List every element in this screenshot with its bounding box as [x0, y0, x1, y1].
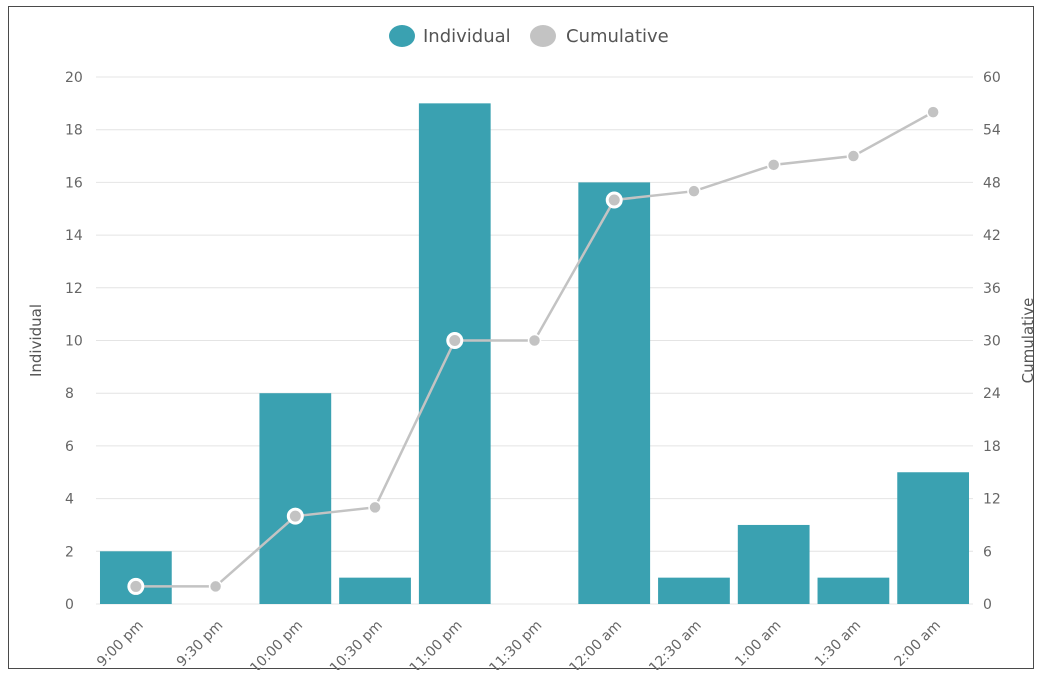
- line-point: [846, 149, 861, 163]
- y-left-tick-label: 12: [65, 281, 83, 297]
- line-point: [766, 158, 781, 172]
- x-tick-label: 1:00 am: [732, 618, 784, 670]
- x-tick-label: 11:30 pm: [486, 618, 545, 670]
- line-series-cumulative: [135, 111, 934, 588]
- line-point: [527, 333, 542, 348]
- y-left-tick-label: 2: [65, 544, 74, 560]
- y-right-tick-label: 24: [983, 386, 1001, 402]
- y-left-tick-label: 6: [65, 439, 74, 455]
- line-point: [687, 184, 701, 198]
- y-right-tick-label: 18: [983, 439, 1001, 455]
- x-tick-label: 2:00 am: [892, 618, 944, 670]
- y-left-axis-title: Individual: [27, 304, 45, 377]
- bar: [339, 577, 411, 604]
- legend: Individual Cumulative: [389, 25, 669, 47]
- x-tick-label: 12:00 am: [566, 618, 625, 670]
- legend-marker-individual: [389, 25, 415, 47]
- x-tick-label: 9:30 pm: [174, 618, 227, 670]
- x-tick-label: 9:00 pm: [94, 618, 147, 670]
- x-tick-label: 10:30 pm: [327, 618, 386, 670]
- line-points: [127, 105, 940, 595]
- x-axis: 9:00 pm 9:30 pm 10:00 pm 10:30 pm 11:00 pm 11…: [94, 618, 944, 670]
- y-left-tick-label: 18: [65, 123, 83, 139]
- bar: [817, 577, 890, 604]
- y-right-tick-label: 36: [983, 281, 1001, 297]
- y-left-tick-label: 8: [65, 386, 74, 402]
- x-tick-label: 12:30 am: [646, 618, 705, 670]
- y-left-tick-label: 16: [65, 175, 83, 191]
- legend-label-individual: Individual: [423, 26, 511, 47]
- bar: [418, 103, 491, 604]
- y-right-tick-label: 12: [983, 492, 1001, 508]
- bar: [658, 577, 730, 604]
- legend-label-cumulative: Cumulative: [566, 26, 669, 47]
- y-right-tick-label: 0: [983, 597, 992, 613]
- line-point: [286, 507, 304, 525]
- line-point: [127, 577, 145, 595]
- x-tick-label: 1:30 am: [812, 618, 864, 670]
- line-point: [446, 332, 464, 349]
- y-left-tick-label: 20: [65, 70, 83, 86]
- y-right-tick-label: 42: [983, 228, 1001, 244]
- y-left-tick-label: 14: [65, 228, 83, 244]
- y-left-tick-label: 10: [65, 334, 83, 350]
- y-axis-right: 0 6 12 18 24 30 36 42 48 54 60: [983, 70, 1001, 613]
- bar-series-individual: [99, 103, 970, 604]
- bar: [737, 524, 810, 604]
- line-point: [368, 500, 382, 515]
- y-left-tick-label: 0: [65, 597, 74, 613]
- line-point: [605, 191, 623, 209]
- y-right-axis-title: Cumulative: [1019, 298, 1035, 384]
- y-left-tick-label: 4: [65, 492, 74, 508]
- y-axis-left: 0 2 4 6 8 10 12 14 16 18 20: [65, 70, 83, 613]
- combo-chart: 0246810121416182006121824303642485460Ind…: [27, 25, 1035, 670]
- bar: [99, 551, 172, 604]
- bar: [897, 472, 970, 604]
- x-tick-label: 10:00 pm: [247, 618, 306, 670]
- bar: [578, 182, 651, 604]
- bar: [259, 393, 332, 604]
- line-point: [208, 579, 223, 594]
- y-right-tick-label: 6: [983, 544, 992, 560]
- y-right-tick-label: 48: [983, 175, 1001, 191]
- chart-frame: 0 2 4 6 8 10 12 14 16 18 20 0 6 12 18 24 30 36 42 48 54 60 Ind…: [8, 6, 1035, 670]
- x-tick-label: 11:00 pm: [407, 618, 466, 670]
- y-right-tick-label: 30: [983, 334, 1001, 350]
- legend-marker-cumulative: [530, 25, 556, 47]
- y-right-tick-label: 60: [983, 70, 1001, 86]
- line-point: [926, 105, 940, 119]
- y-right-tick-label: 54: [983, 123, 1001, 139]
